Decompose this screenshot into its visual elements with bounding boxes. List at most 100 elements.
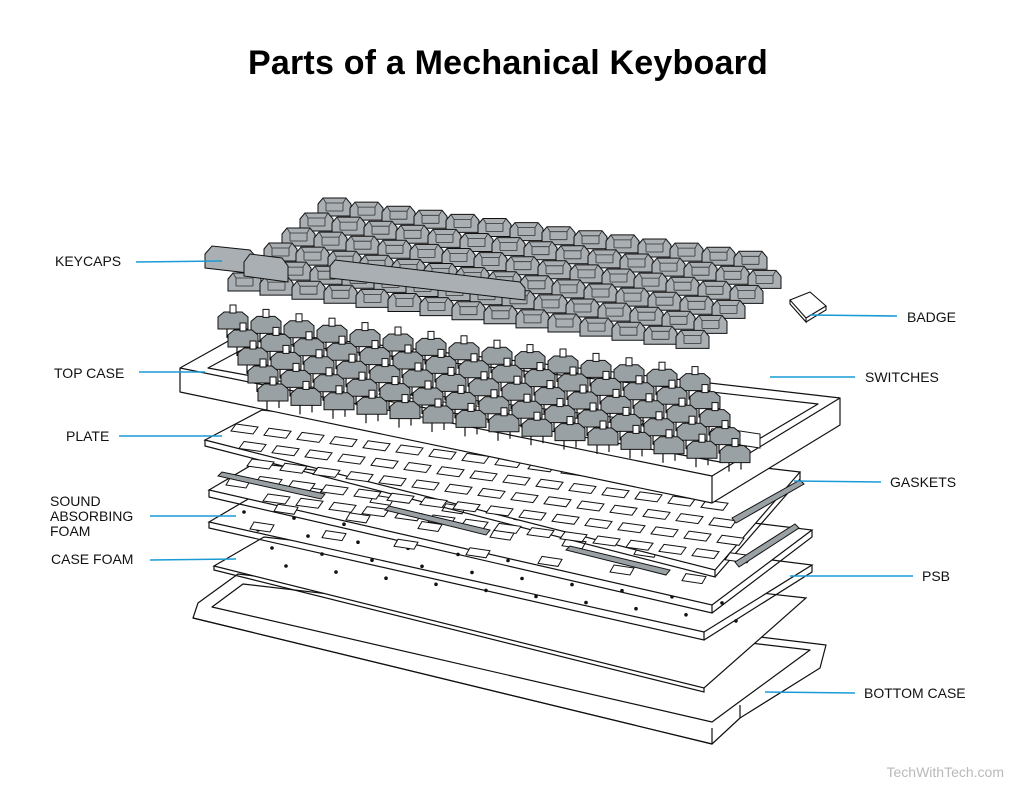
plate-cutout	[592, 535, 621, 547]
keycap	[483, 305, 518, 325]
spacebar-keycap	[329, 259, 526, 301]
psb-hole	[356, 540, 360, 544]
plate-layer	[203, 409, 802, 578]
plate-cutout	[568, 482, 597, 495]
label-sound-foam-line3: FOAM	[50, 523, 90, 539]
keycap	[643, 325, 678, 345]
plate-cutout	[601, 487, 630, 499]
keycap	[547, 313, 582, 333]
psb-hole	[284, 564, 288, 568]
plate-cutout	[378, 475, 407, 487]
plate-cutout	[370, 457, 399, 469]
psb-hole	[306, 534, 310, 538]
plate-cutout	[700, 499, 729, 511]
page-title: Parts of a Mechanical Keyboard	[248, 44, 768, 82]
label-top-case: TOP CASE	[54, 365, 124, 381]
plate-cutout	[353, 488, 382, 500]
keycap	[387, 293, 422, 312]
plate-cutout	[295, 497, 324, 509]
psb-hole	[534, 594, 538, 599]
leader-keycaps	[135, 260, 223, 263]
label-bottom-case: BOTTOM CASE	[864, 685, 966, 701]
keycap	[355, 288, 390, 308]
plate-cutout	[576, 500, 605, 512]
psb-hole	[570, 582, 574, 587]
plate-cutout	[403, 461, 432, 474]
plate-cutout	[337, 453, 366, 465]
plate-cutout	[543, 496, 572, 508]
plate-cutout	[312, 466, 341, 478]
foam-cutout	[345, 512, 371, 524]
plate-cutout	[617, 522, 646, 534]
keycap	[419, 297, 454, 317]
leader-lines	[119, 260, 913, 694]
psb-hole	[584, 600, 588, 605]
modifier-keycap	[243, 253, 289, 283]
psb-hole	[506, 558, 510, 563]
foam-cutout	[321, 530, 347, 542]
psb-hole	[634, 606, 638, 611]
plate-cutout	[650, 526, 679, 538]
label-sound-foam-line1: SOUND	[50, 493, 101, 509]
psb-hole	[484, 588, 488, 593]
keycap	[675, 329, 710, 349]
plate-cutout	[320, 484, 349, 496]
plate-cutout	[246, 458, 275, 470]
plate-cutout	[716, 534, 745, 546]
plate-cutout	[493, 522, 522, 534]
plate-cutout	[238, 440, 267, 453]
plate-cutout	[345, 471, 374, 483]
plate-cutout	[263, 427, 292, 439]
keycap	[291, 280, 326, 300]
foam-cutout	[609, 564, 635, 576]
plate-cutout	[411, 479, 440, 491]
label-plate: PLATE	[66, 428, 109, 444]
plate-cutout	[271, 445, 300, 457]
plate-cutout	[708, 517, 737, 529]
plate-cutout	[559, 531, 588, 543]
psb-hole	[520, 576, 524, 581]
leader-gaskets	[793, 480, 882, 483]
psb-hole	[720, 601, 724, 605]
plate-cutout	[452, 501, 481, 513]
plate-cutout	[551, 513, 580, 525]
plate-cutout	[329, 436, 358, 448]
leader-badge	[809, 314, 898, 317]
psb-hole	[434, 582, 438, 587]
label-keycaps: KEYCAPS	[55, 253, 121, 269]
plate-cutout	[609, 504, 638, 516]
plate-cutout	[526, 527, 555, 539]
plate-cutout	[634, 491, 663, 503]
psb-hole	[370, 558, 374, 562]
foam-cutout	[681, 573, 707, 585]
label-sound-foam-line2: ABSORBING	[50, 508, 133, 524]
leader-bottom-case	[764, 691, 856, 694]
psb-hole	[420, 564, 424, 569]
plate-cutout	[518, 509, 547, 521]
foam-cutout	[465, 547, 491, 559]
plate-cutout	[436, 466, 465, 478]
plate-cutout	[469, 470, 498, 482]
label-switches: SWITCHES	[865, 369, 939, 385]
label-case-foam: CASE FOAM	[51, 551, 133, 567]
label-badge: BADGE	[907, 309, 956, 325]
plate-cutout	[279, 462, 308, 474]
plate-cutout	[625, 539, 654, 551]
plate-cutout	[502, 474, 531, 486]
foam-cutout	[273, 503, 299, 515]
plate-cutout	[362, 440, 391, 452]
psb-hole	[270, 546, 274, 550]
keycap	[611, 321, 646, 341]
keycap	[579, 317, 614, 337]
plate-cutout	[304, 449, 333, 461]
foam-cutout	[249, 521, 275, 533]
psb-hole	[684, 613, 688, 617]
leader-case-foam	[149, 558, 237, 561]
psb-hole	[470, 570, 474, 575]
plate-cutout	[510, 492, 539, 504]
foam-cutout	[393, 538, 419, 550]
plate-cutout	[419, 496, 448, 509]
psb-hole	[384, 576, 388, 580]
plate-cutout	[658, 543, 687, 555]
